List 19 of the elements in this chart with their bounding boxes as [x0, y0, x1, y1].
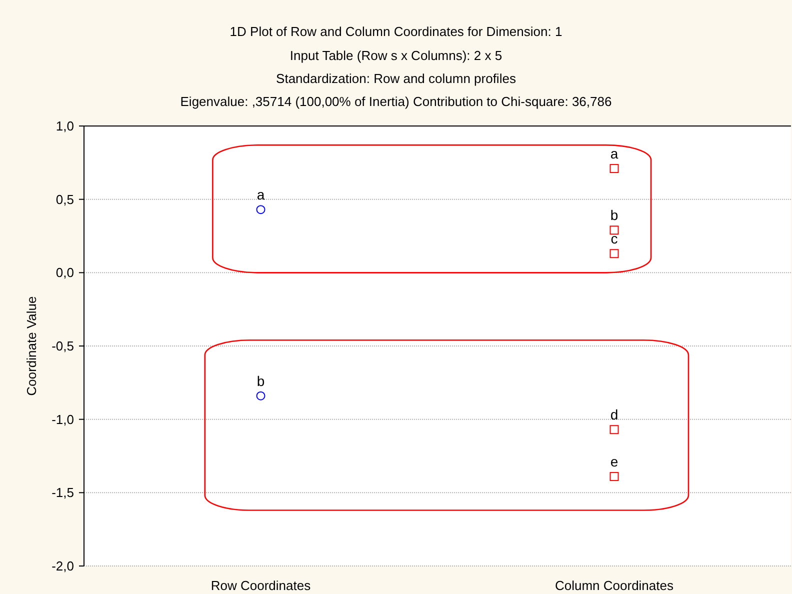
- y-axis-title: Coordinate Value: [24, 296, 39, 396]
- data-label: c: [610, 230, 618, 247]
- y-tick-label: -1,0: [52, 412, 74, 427]
- chart-subtitle: Input Table (Row s x Columns): 2 x 5 Standardization: Row and column profiles Eigenvalue: ,35714 (100,00% of Inertia) Contribution to Chi-square: 36,786: [180, 48, 612, 109]
- chart-title: 1D Plot of Row and Column Coordinates for Dimension: 1: [230, 24, 562, 39]
- data-label: d: [610, 406, 618, 423]
- y-tick-label: 0,0: [56, 265, 74, 280]
- y-tick-label: 0,5: [56, 192, 74, 207]
- x-tick-label: Row Coordinates: [210, 578, 312, 593]
- y-tick-label: -0,5: [52, 338, 74, 354]
- data-label: b: [256, 372, 265, 389]
- y-tick-label: 1,0: [56, 118, 74, 134]
- y-tick-label: -1,5: [52, 485, 74, 500]
- data-label: a: [610, 146, 618, 162]
- data-label: a: [256, 186, 265, 203]
- data-label: e: [610, 454, 618, 470]
- x-tick-label: Column Coordinates: [554, 578, 674, 593]
- y-tick-label: -2,0: [52, 558, 74, 574]
- data-label: b: [610, 207, 618, 224]
